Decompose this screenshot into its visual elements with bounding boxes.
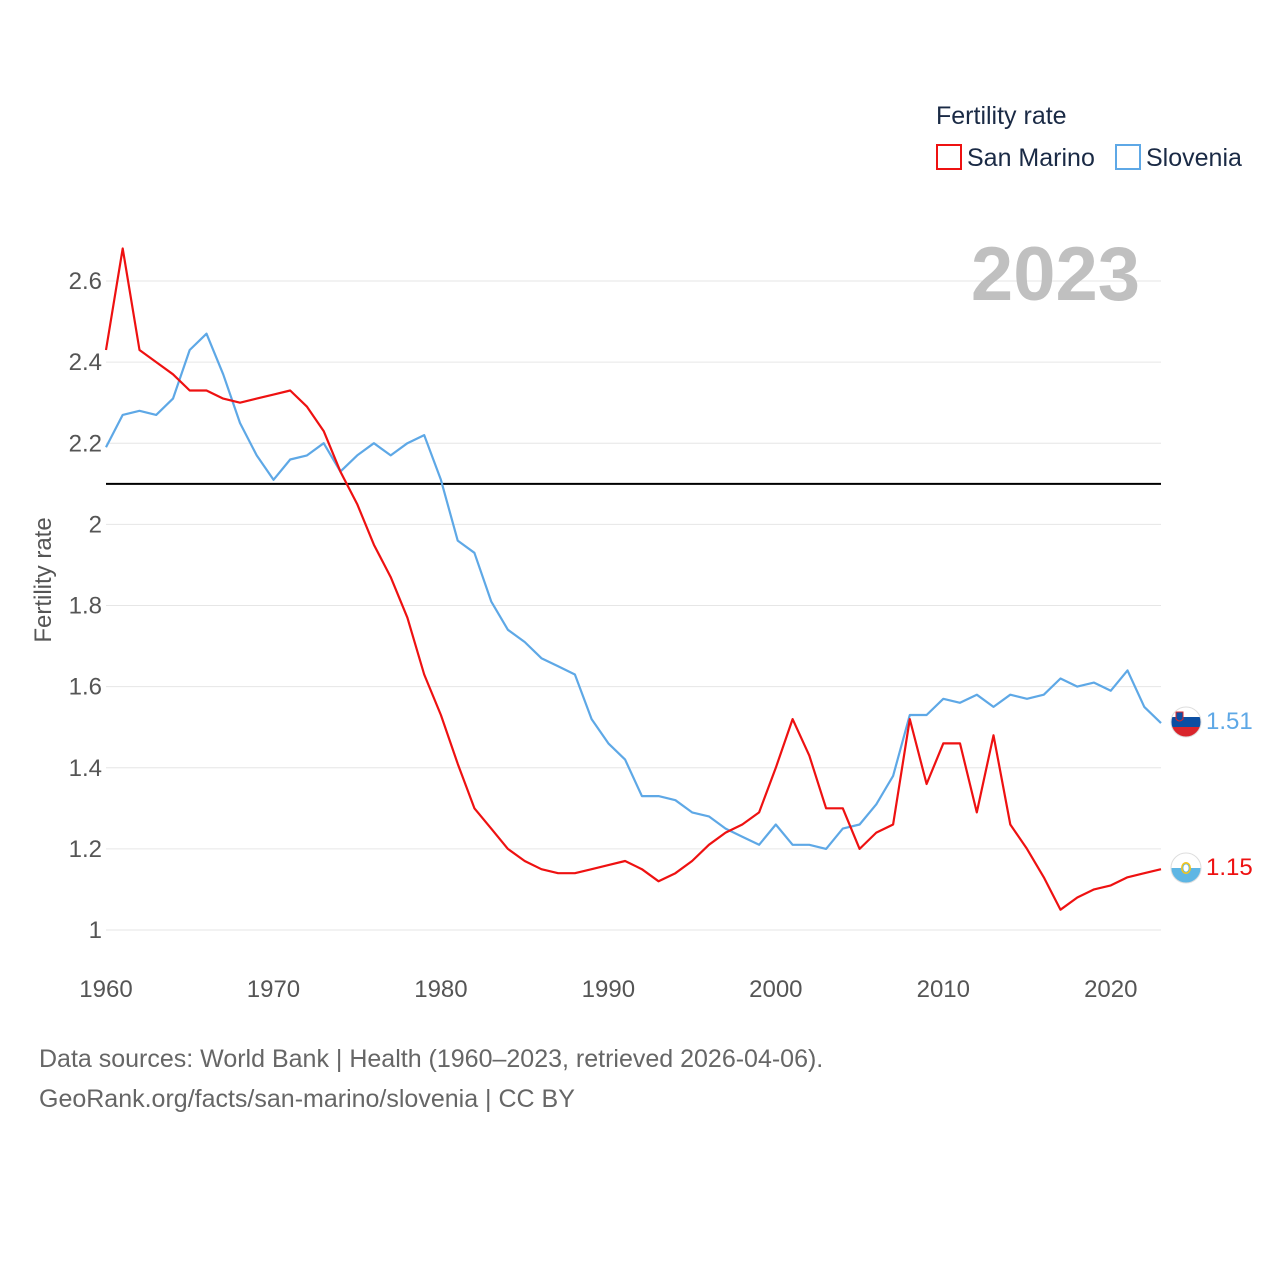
x-tick-label: 1960 [79,976,132,1003]
y-tick-label: 1.8 [69,593,102,620]
legend-swatch-san-marino[interactable] [936,144,962,170]
y-tick-label: 2.2 [69,430,102,457]
y-tick-label: 1.4 [69,755,102,782]
x-tick-label: 1980 [414,976,467,1003]
y-axis-title: Fertility rate [30,517,57,642]
y-tick-label: 1.2 [69,836,102,863]
y-tick-label: 1 [89,917,102,944]
y-tick-label: 2.4 [69,349,102,376]
y-tick-label: 2.6 [69,268,102,295]
legend: Fertility rate San Marino Slovenia [936,102,1242,172]
x-tick-label: 1990 [582,976,635,1003]
slovenia-flag-icon [1170,706,1202,738]
end-value-slovenia: 1.51 [1206,708,1253,735]
series-line-san-marino[interactable] [104,247,1162,911]
x-axis-ticks: 1960 1970 1980 1990 2000 2010 2020 [79,976,1137,1003]
source-line-1: Data sources: World Bank | Health (1960–… [39,1045,824,1073]
y-tick-label: 2 [89,511,102,538]
legend-label-slovenia[interactable]: Slovenia [1146,144,1242,172]
y-axis-ticks: 1 1.2 1.4 1.6 1.8 2 2.2 2.4 2.6 [69,268,102,944]
legend-label-san-marino[interactable]: San Marino [967,144,1095,172]
x-tick-label: 2020 [1084,976,1137,1003]
y-tick-label: 1.6 [69,674,102,701]
x-tick-label: 1970 [247,976,300,1003]
end-value-san-marino: 1.15 [1206,854,1253,881]
x-tick-label: 2010 [917,976,970,1003]
legend-title: Fertility rate [936,102,1067,130]
legend-swatch-slovenia[interactable] [1115,144,1141,170]
series-lines [104,247,1162,911]
x-tick-label: 2000 [749,976,802,1003]
grid-lines [106,280,1161,931]
year-label: 2023 [971,232,1140,317]
source-line-2: GeoRank.org/facts/san-marino/slovenia | … [39,1085,575,1113]
san-marino-flag-icon [1170,852,1202,884]
series-line-slovenia[interactable] [105,332,1162,851]
